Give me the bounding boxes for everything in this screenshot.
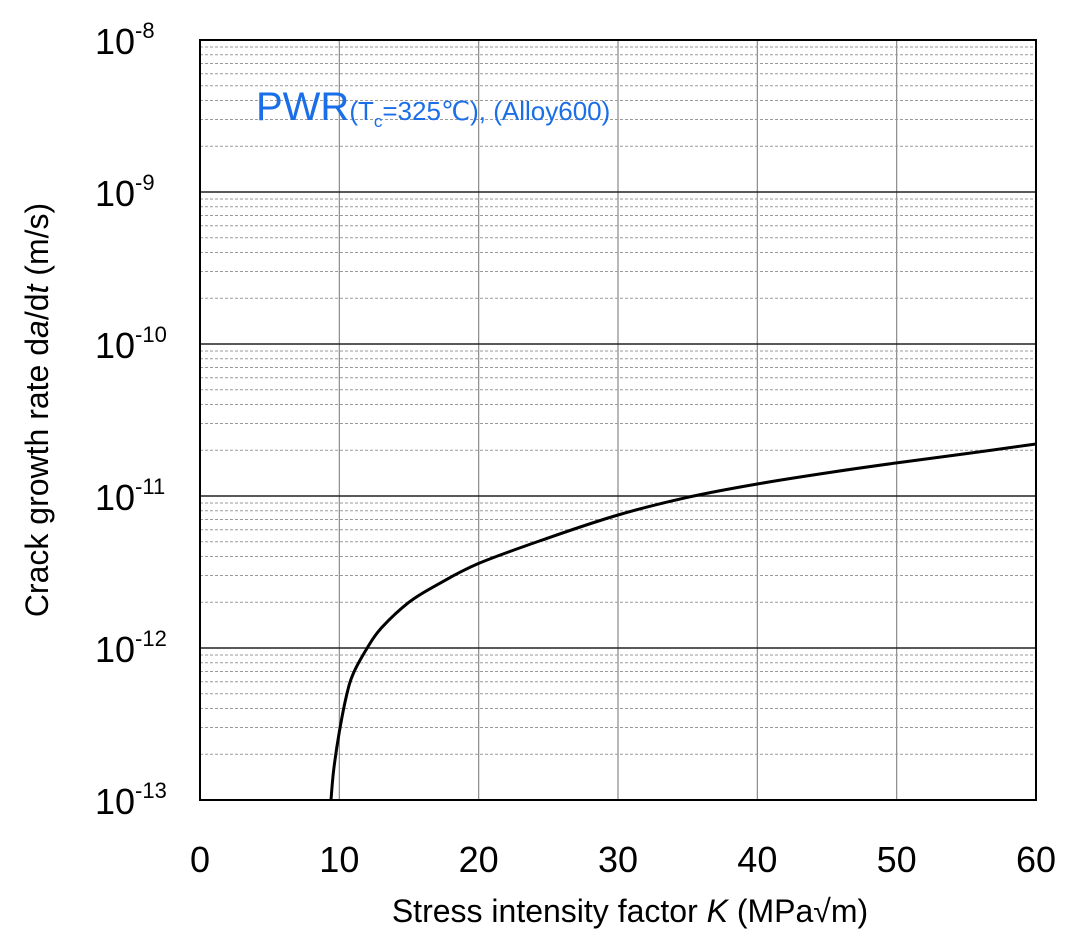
y-tick-label: 10-10 xyxy=(95,322,167,366)
x-tick-label: 50 xyxy=(877,839,917,880)
annotation-rest: =325℃), (Alloy600) xyxy=(382,96,610,126)
y-tick-label: 10-8 xyxy=(95,18,155,62)
x-tick-label: 20 xyxy=(459,839,499,880)
y-tick-label: 10-12 xyxy=(95,626,167,670)
x-axis-title: Stress intensity factor K (MPa√m) xyxy=(392,893,868,929)
y-axis-title-var1: a xyxy=(19,320,55,338)
annotation-label: PWR(Tc=325℃), (Alloy600) xyxy=(256,85,610,131)
x-tick-label: 30 xyxy=(598,839,638,880)
y-tick-label: 10-9 xyxy=(95,170,155,214)
annotation-subscript: c xyxy=(374,112,383,131)
x-tick-label: 40 xyxy=(737,839,777,880)
plot-frame xyxy=(199,39,1037,801)
grid-lines xyxy=(200,40,1036,800)
x-axis-title-prefix: Stress intensity factor xyxy=(392,893,707,929)
annotation-paren: (T xyxy=(349,96,374,126)
y-axis-title-prefix: Crack growth rate d xyxy=(19,338,55,617)
x-tick-label: 10 xyxy=(319,839,359,880)
y-axis-title-suffix: (m/s) xyxy=(19,203,55,285)
x-axis-title-suffix: (MPa√m) xyxy=(728,893,868,929)
series-layer xyxy=(329,442,1037,801)
x-axis-title-var: K xyxy=(707,893,730,929)
x-tick-label: 0 xyxy=(190,839,210,880)
annotation-main: PWR xyxy=(256,85,349,129)
y-axis-title-var2: t xyxy=(19,283,55,293)
y-tick-label: 10-13 xyxy=(95,778,167,822)
series-line-crack-growth xyxy=(329,442,1037,801)
y-axis-title: Crack growth rate da/dt (m/s) xyxy=(19,203,55,617)
x-tick-label: 60 xyxy=(1016,839,1056,880)
y-tick-labels: 10-8 10-9 10-10 10-11 10-12 10-13 xyxy=(95,18,167,822)
y-axis-title-mid: /d xyxy=(19,293,55,320)
x-tick-labels: 0 10 20 30 40 50 60 xyxy=(190,839,1056,880)
y-tick-label: 10-11 xyxy=(95,474,165,518)
